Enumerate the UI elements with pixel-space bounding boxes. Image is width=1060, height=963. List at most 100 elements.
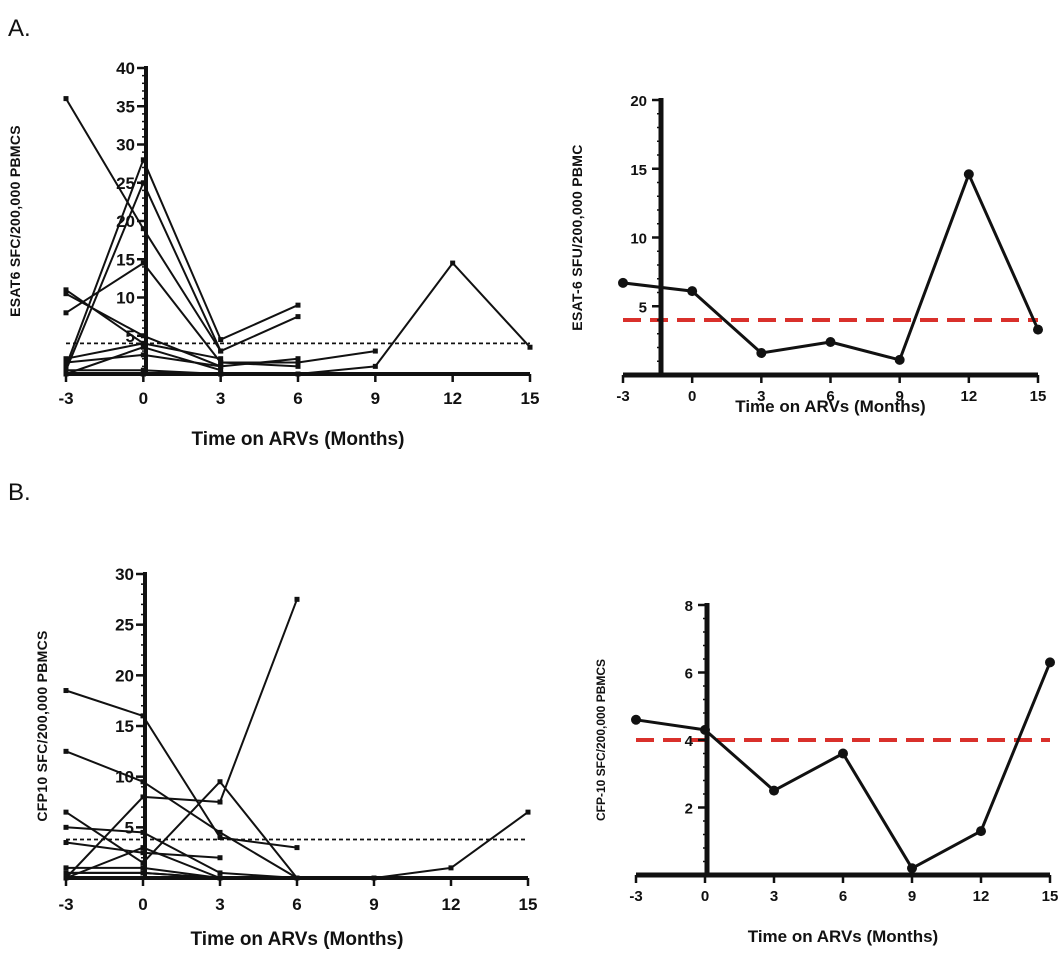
data-point [63,287,69,293]
data-point [218,337,224,343]
data-point [295,356,301,362]
x-tick-label: 3 [215,895,224,914]
y-tick-label: 2 [685,801,693,818]
data-point [295,314,301,320]
data-point [63,310,69,316]
y-tick-label: 20 [115,666,134,685]
data-point [63,840,69,846]
data-point [140,352,146,358]
data-point [217,779,223,785]
data-point [838,748,848,759]
data-point [525,809,531,815]
data-point [63,809,69,815]
data-point [218,348,224,354]
y-tick-label: 10 [630,231,647,248]
y-tick-label: 8 [685,598,693,615]
y-tick-label: 4 [685,733,694,750]
data-point [976,826,986,837]
x-tick-label: 6 [839,888,847,905]
x-axis-label: Time on ARVs (Months) [191,929,404,950]
y-tick-label: 5 [125,818,134,837]
y-tick-label: 15 [630,162,647,179]
x-axis-label: Time on ARVs (Months) [192,429,405,450]
x-tick-label: 0 [688,388,696,405]
x-tick-label: 15 [1030,388,1047,405]
data-point [63,688,69,694]
data-point [140,367,146,373]
data-point [217,870,223,876]
x-tick-label: 0 [139,389,148,408]
data-point [217,799,223,805]
y-tick-label: 10 [116,289,135,308]
data-point [527,344,533,350]
x-tick-label: 0 [138,895,147,914]
y-axis-label: CFP-10 SFC/200,000 PBMCS [594,659,608,821]
x-tick-label: 0 [701,888,709,905]
data-point [1033,324,1043,335]
data-point [448,865,454,871]
x-tick-label: 6 [292,895,301,914]
chart-cfp10-individual: -3 0 3 6 9 12 15 5 10 15 20 25 30 Time on ARVs (Month… [34,565,537,950]
x-tick-label: 9 [895,388,903,405]
y-tick-label: 40 [116,59,135,78]
y-tick-label: 25 [116,174,135,193]
y-tick-label: 20 [630,93,647,110]
x-axis-label: Time on ARVs (Months) [735,397,925,416]
data-point [217,829,223,835]
x-tick-label: 9 [371,389,380,408]
data-point [295,360,301,366]
data-point [218,356,224,362]
data-point [63,363,69,369]
data-point [217,855,223,861]
data-point [217,834,223,840]
x-tick-label: -3 [58,389,73,408]
data-point [825,337,836,347]
data-point [295,363,301,369]
series-line-1 [635,661,1052,870]
data-point [140,260,146,266]
y-tick-label: 15 [115,717,134,736]
data-point [63,356,69,362]
data-point [218,360,224,366]
x-tick-label: 3 [216,389,225,408]
data-point [140,344,146,350]
series-line-5 [65,181,299,371]
y-tick-label: 35 [116,97,135,116]
x-tick-label: -3 [58,895,73,914]
x-tick-label: 12 [960,388,977,405]
series-line-4 [65,158,299,367]
series-line-4 [65,826,298,879]
data-point [963,169,974,180]
data-point [907,863,917,874]
y-tick-label: 10 [115,768,134,787]
y-tick-label: 30 [116,136,135,155]
chart-esat6-median: -3 0 3 6 9 12 15 5 10 15 20 Time on ARVs (Months) ES… [569,93,1046,416]
data-point [218,367,224,373]
series-line-2 [65,289,144,345]
data-point [295,302,301,308]
x-tick-label: 12 [443,389,462,408]
x-tick-label: 12 [973,888,990,905]
series-line-5 [65,598,298,879]
x-tick-label: 3 [770,888,778,905]
x-axis-label: Time on ARVs (Months) [748,927,938,946]
x-tick-label: -3 [629,888,642,905]
data-point [372,363,378,369]
x-tick-label: 12 [442,895,461,914]
x-tick-label: 9 [369,895,378,914]
series-line-1 [622,172,1040,362]
x-tick-label: -3 [616,388,629,405]
chart-cfp10-median: -3 0 3 6 9 12 15 2 4 6 8 Time on ARVs (Months) CFP-1… [594,598,1058,946]
data-point [894,354,905,365]
y-tick-label: 5 [639,299,647,316]
y-tick-label: 20 [116,212,135,231]
data-point [63,865,69,871]
x-tick-label: 6 [826,388,834,405]
x-tick-label: 9 [908,888,916,905]
y-axis-label: CFP10 SFC/200,000 PBMCS [34,630,50,821]
y-tick-label: 6 [685,666,693,683]
data-point [687,286,698,297]
data-point [63,367,69,373]
series-line-2 [65,750,298,879]
